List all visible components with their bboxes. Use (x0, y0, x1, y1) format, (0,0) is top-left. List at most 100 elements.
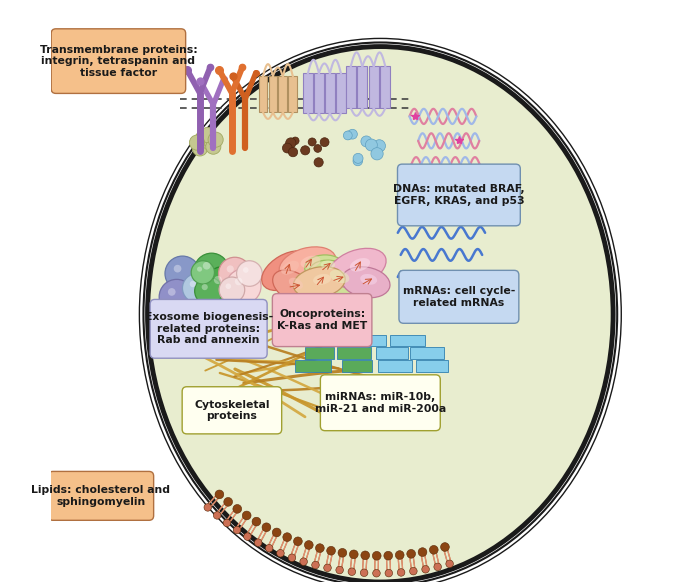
Circle shape (418, 548, 427, 556)
Bar (378, 360, 412, 372)
Circle shape (159, 279, 194, 314)
FancyBboxPatch shape (182, 387, 282, 434)
FancyBboxPatch shape (51, 29, 186, 93)
Circle shape (385, 569, 393, 577)
Ellipse shape (309, 260, 364, 299)
FancyBboxPatch shape (150, 299, 267, 358)
Circle shape (361, 551, 370, 560)
Circle shape (327, 546, 336, 555)
Ellipse shape (321, 260, 335, 269)
Ellipse shape (301, 255, 321, 268)
Circle shape (429, 545, 438, 554)
Circle shape (300, 558, 308, 566)
Bar (380, 66, 390, 108)
Circle shape (262, 523, 271, 531)
Circle shape (219, 257, 251, 290)
Ellipse shape (262, 251, 313, 290)
Circle shape (190, 135, 205, 150)
Circle shape (308, 138, 316, 146)
Ellipse shape (281, 261, 299, 275)
Circle shape (197, 267, 202, 272)
Ellipse shape (329, 269, 349, 283)
Ellipse shape (279, 247, 336, 283)
Circle shape (192, 141, 208, 156)
Circle shape (201, 284, 208, 290)
Circle shape (365, 139, 377, 151)
Circle shape (174, 265, 182, 272)
Circle shape (353, 156, 362, 166)
Bar (279, 76, 287, 112)
Bar (258, 76, 267, 112)
Circle shape (190, 281, 196, 288)
Bar (416, 360, 447, 372)
Bar (410, 347, 444, 359)
Circle shape (343, 131, 352, 140)
Circle shape (233, 526, 241, 534)
Circle shape (224, 498, 232, 506)
Circle shape (282, 143, 292, 153)
Circle shape (203, 262, 210, 269)
Circle shape (225, 283, 231, 289)
Circle shape (361, 136, 372, 147)
Text: Cytoskeletal
proteins: Cytoskeletal proteins (194, 399, 270, 421)
Circle shape (242, 511, 251, 520)
Bar (376, 347, 408, 359)
Circle shape (195, 277, 223, 305)
Circle shape (320, 138, 329, 147)
FancyBboxPatch shape (273, 293, 372, 346)
Circle shape (446, 560, 453, 567)
Ellipse shape (147, 47, 613, 582)
Circle shape (336, 566, 343, 574)
Ellipse shape (305, 255, 345, 281)
Circle shape (254, 539, 262, 546)
Circle shape (208, 132, 223, 147)
Bar (346, 66, 356, 108)
Circle shape (288, 554, 296, 562)
Circle shape (314, 158, 323, 167)
Circle shape (194, 253, 229, 288)
Circle shape (373, 551, 381, 560)
Circle shape (277, 549, 284, 557)
Bar (288, 76, 297, 112)
Circle shape (206, 139, 221, 154)
Circle shape (286, 138, 296, 148)
Circle shape (205, 267, 242, 304)
Circle shape (312, 561, 319, 569)
Circle shape (373, 140, 386, 152)
Circle shape (214, 276, 222, 284)
Bar (303, 73, 313, 113)
Circle shape (243, 267, 249, 273)
Circle shape (233, 505, 242, 513)
Bar (369, 66, 379, 108)
Text: DNAs: mutated BRAF,
EGFR, KRAS, and p53: DNAs: mutated BRAF, EGFR, KRAS, and p53 (393, 184, 525, 206)
FancyBboxPatch shape (399, 270, 519, 324)
Bar (336, 73, 346, 113)
Circle shape (373, 569, 380, 577)
Bar (337, 347, 371, 359)
Circle shape (215, 490, 224, 499)
Circle shape (223, 519, 231, 527)
Circle shape (371, 148, 383, 160)
Ellipse shape (293, 267, 345, 298)
Circle shape (410, 567, 417, 575)
Circle shape (360, 569, 368, 577)
Circle shape (273, 528, 281, 537)
Bar (390, 335, 425, 346)
FancyBboxPatch shape (397, 164, 521, 226)
Circle shape (283, 533, 292, 541)
Circle shape (347, 129, 358, 139)
Circle shape (407, 549, 416, 558)
Ellipse shape (273, 270, 314, 303)
Circle shape (397, 569, 405, 576)
Ellipse shape (360, 274, 377, 285)
Circle shape (265, 544, 273, 552)
Circle shape (219, 277, 245, 303)
Ellipse shape (328, 249, 386, 287)
Ellipse shape (313, 274, 332, 285)
Circle shape (195, 131, 210, 146)
Circle shape (349, 550, 358, 559)
Circle shape (422, 566, 429, 573)
Circle shape (314, 144, 321, 152)
Bar (357, 66, 367, 108)
Circle shape (236, 261, 262, 286)
